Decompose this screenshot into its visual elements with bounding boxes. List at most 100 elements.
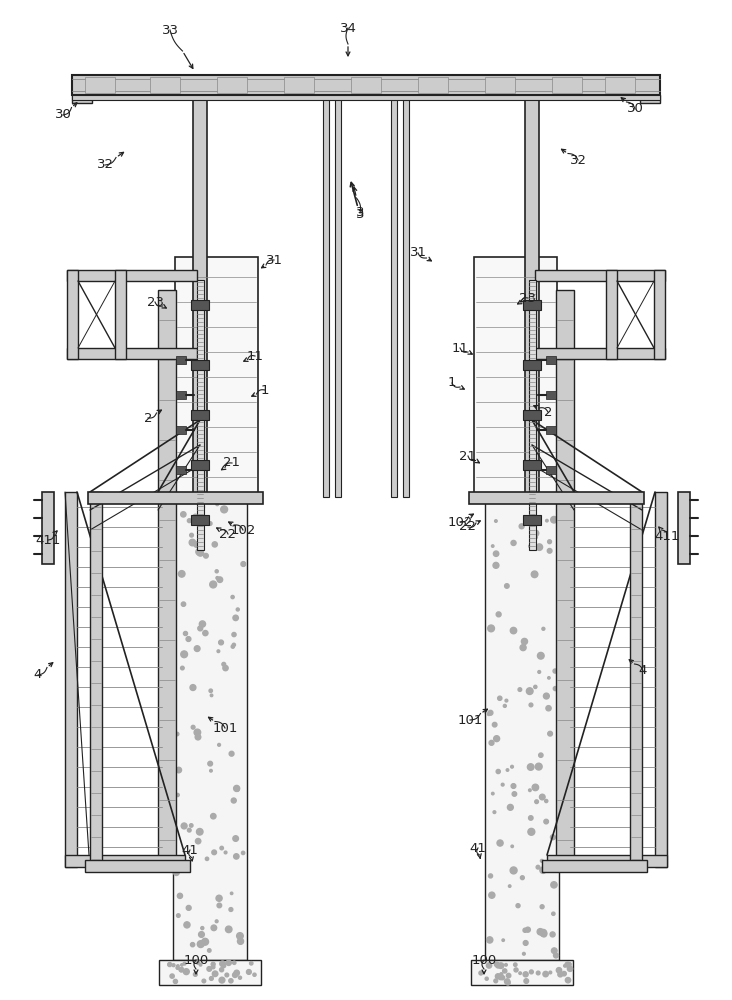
Circle shape (533, 530, 539, 536)
Circle shape (226, 960, 231, 965)
Circle shape (565, 978, 571, 983)
Circle shape (191, 725, 195, 729)
Circle shape (552, 912, 555, 915)
Circle shape (211, 962, 215, 966)
Circle shape (487, 937, 493, 943)
Circle shape (236, 608, 239, 611)
Circle shape (509, 885, 511, 887)
Circle shape (207, 967, 212, 971)
Circle shape (198, 626, 203, 631)
Circle shape (186, 637, 191, 641)
Circle shape (523, 941, 528, 945)
Circle shape (201, 927, 203, 930)
Circle shape (497, 840, 503, 846)
Circle shape (199, 621, 206, 627)
Circle shape (493, 562, 499, 568)
Bar (335, 95, 341, 497)
Circle shape (232, 643, 236, 646)
Text: 23: 23 (146, 296, 163, 308)
Circle shape (212, 971, 218, 977)
Circle shape (503, 969, 507, 973)
Circle shape (491, 792, 494, 795)
Circle shape (241, 562, 246, 566)
Circle shape (519, 524, 524, 529)
Circle shape (237, 938, 244, 944)
Circle shape (181, 512, 186, 517)
Circle shape (220, 846, 223, 850)
Circle shape (190, 533, 193, 537)
Circle shape (540, 859, 543, 862)
Circle shape (550, 882, 557, 888)
Bar (654, 270, 665, 359)
Circle shape (172, 964, 175, 967)
Circle shape (219, 977, 225, 983)
Bar (67, 348, 197, 359)
Circle shape (184, 631, 187, 636)
Circle shape (501, 976, 504, 980)
Circle shape (538, 671, 541, 673)
Circle shape (190, 943, 195, 947)
Circle shape (479, 971, 483, 975)
Bar (67, 270, 78, 359)
Bar (471, 960, 573, 985)
Bar (542, 860, 647, 872)
Circle shape (493, 736, 500, 742)
Circle shape (496, 769, 500, 774)
Bar (173, 497, 247, 960)
Circle shape (536, 865, 539, 869)
Circle shape (504, 979, 510, 984)
Bar (552, 77, 582, 93)
Circle shape (195, 838, 201, 844)
Text: 22: 22 (460, 520, 477, 534)
Text: 411: 411 (654, 530, 680, 542)
Bar (546, 391, 556, 399)
Circle shape (505, 699, 508, 702)
Circle shape (511, 765, 513, 768)
Bar (323, 95, 329, 497)
Circle shape (537, 652, 544, 659)
Circle shape (203, 553, 209, 558)
Circle shape (194, 542, 200, 547)
Circle shape (539, 794, 545, 800)
Circle shape (493, 811, 496, 813)
Circle shape (180, 967, 183, 970)
Text: 33: 33 (162, 23, 179, 36)
Bar (630, 492, 642, 867)
Text: 100: 100 (471, 954, 496, 966)
Circle shape (545, 519, 548, 522)
Circle shape (516, 904, 520, 908)
Circle shape (208, 761, 212, 766)
Bar (523, 515, 541, 525)
Bar (67, 270, 197, 281)
Circle shape (532, 784, 539, 791)
Bar (523, 410, 541, 420)
Circle shape (194, 646, 200, 651)
Circle shape (548, 677, 550, 679)
Circle shape (529, 970, 534, 974)
Circle shape (209, 769, 212, 772)
Text: 11: 11 (452, 342, 468, 355)
Circle shape (221, 506, 228, 513)
Circle shape (567, 966, 572, 971)
Circle shape (511, 784, 516, 788)
Bar (191, 410, 209, 420)
Text: 21: 21 (460, 450, 477, 462)
Circle shape (542, 627, 545, 630)
Circle shape (189, 539, 195, 546)
Circle shape (215, 570, 218, 573)
Circle shape (491, 545, 494, 547)
Circle shape (510, 627, 517, 634)
Circle shape (220, 961, 225, 966)
Circle shape (535, 763, 542, 770)
Circle shape (546, 706, 551, 711)
Circle shape (495, 520, 497, 522)
Bar (65, 855, 185, 867)
Circle shape (222, 964, 225, 968)
Circle shape (553, 953, 559, 958)
Bar (546, 466, 556, 474)
Circle shape (500, 973, 503, 976)
Circle shape (187, 828, 191, 832)
Bar (556, 290, 574, 870)
Text: 102: 102 (231, 524, 255, 536)
Circle shape (551, 948, 557, 954)
